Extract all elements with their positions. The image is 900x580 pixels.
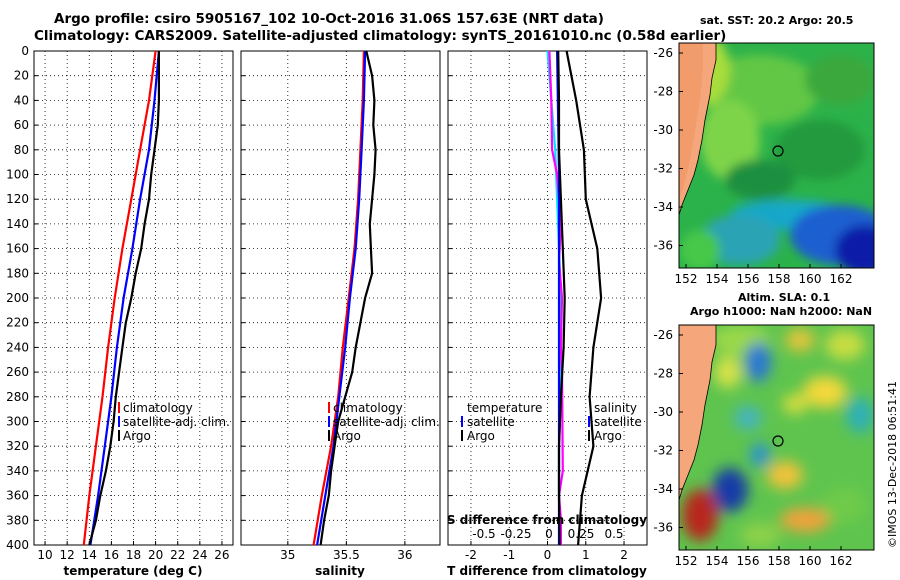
legend-argo: Argo <box>123 429 151 443</box>
legend-salinity-heading: salinity <box>594 401 637 415</box>
difference-grid <box>448 50 647 546</box>
legend-satellite: satellite-adj. clim. <box>123 415 230 429</box>
s-diff-tick-label: 0 <box>545 527 553 541</box>
x-tick-label: 22 <box>170 548 185 562</box>
y-tick-label: 0 <box>21 44 29 58</box>
x-tick-label: 12 <box>60 548 75 562</box>
legend-climatology: climatology <box>123 401 193 415</box>
temperature-plot-frame <box>33 50 234 546</box>
legend-t-satellite: satellite <box>467 415 515 429</box>
title-line-2: Climatology: CARS2009. Satellite-adjuste… <box>34 28 727 44</box>
series-climatology <box>82 51 157 545</box>
series-argo <box>319 51 377 545</box>
salinity-legend: climatology satellite-adj. clim. Argo <box>328 401 440 443</box>
x-tick-label: 20 <box>148 548 163 562</box>
series-satellite-adj-clim- <box>316 51 367 545</box>
s-diff-tick-label: -0.5 <box>472 527 495 541</box>
salinity-axis-ticks: 35 35.5 36 <box>280 541 413 562</box>
s-diff-tick-label: -0.25 <box>500 527 531 541</box>
x-tick-label: 16 <box>104 548 119 562</box>
temperature-series <box>82 51 160 545</box>
y-tick-label: 220 <box>6 316 29 330</box>
series-s-argo <box>557 51 566 545</box>
sst-map-title: sat. SST: 20.2 Argo: 20.5 <box>700 14 854 27</box>
x-tick-label: 36 <box>397 548 412 562</box>
difference-series <box>546 51 603 545</box>
salinity-plot-frame <box>240 50 441 546</box>
series-climatology <box>312 51 365 545</box>
series-argo <box>88 51 160 545</box>
x-tick-label: -1 <box>503 548 515 562</box>
depth-axis-ticks: 0 20 40 60 80 100 120 140 160 180 200 220 240 260 280 3… <box>6 44 452 552</box>
difference-plot-frame <box>447 50 648 546</box>
y-tick-label: 120 <box>6 192 29 206</box>
y-tick-label: 180 <box>6 266 29 280</box>
s-difference-axis-ticks: -0.5 -0.25 0 0.25 0.5 <box>472 527 623 541</box>
temperature-grid <box>34 50 233 546</box>
legend-temperature-heading: temperature <box>467 401 542 415</box>
y-tick-label: 320 <box>6 439 29 453</box>
x-tick-label: 10 <box>37 548 52 562</box>
y-tick-label: 360 <box>6 489 29 503</box>
y-tick-label: 60 <box>14 118 29 132</box>
x-tick-label: 0 <box>544 548 552 562</box>
credit-text: ©IMOS 13-Dec-2018 06:51:41 <box>886 381 899 548</box>
y-tick-label: 200 <box>6 291 29 305</box>
x-tick-label: 1 <box>582 548 590 562</box>
legend-s-argo: Argo <box>594 429 622 443</box>
y-tick-label: 260 <box>6 365 29 379</box>
x-tick-label: 35 <box>280 548 295 562</box>
y-tick-label: 340 <box>6 464 29 478</box>
s-difference-xlabel: S difference from climatology <box>447 513 647 527</box>
y-tick-label: 400 <box>6 538 29 552</box>
legend-satellite: satellite-adj. clim. <box>333 415 440 429</box>
t-difference-xlabel: T difference from climatology <box>447 564 647 578</box>
s-diff-tick-label: 0.5 <box>604 527 623 541</box>
y-tick-label: 20 <box>14 69 29 83</box>
legend-argo: Argo <box>333 429 361 443</box>
title-line-1: Argo profile: csiro 5905167_102 10-Oct-2… <box>54 11 604 27</box>
series-t-argo <box>565 51 603 545</box>
s-diff-tick-label: 0.25 <box>568 527 595 541</box>
sla-map-title-line1: Altim. SLA: 0.1 <box>738 291 831 304</box>
t-difference-axis-ticks: -2 -1 0 1 2 <box>465 541 628 562</box>
x-tick-label: 35.5 <box>333 548 360 562</box>
series-satellite-adj-clim- <box>89 51 160 545</box>
x-tick-label: -2 <box>465 548 477 562</box>
legend-s-satellite: satellite <box>594 415 642 429</box>
x-tick-label: 26 <box>214 548 229 562</box>
difference-legend: temperature satellite Argo salinity sate… <box>461 401 642 443</box>
y-tick-label: 80 <box>14 143 29 157</box>
temperature-axis-ticks: 10 12 14 16 18 20 22 24 26 <box>37 541 230 562</box>
y-tick-label: 240 <box>6 340 29 354</box>
x-tick-label: 14 <box>82 548 97 562</box>
salinity-series <box>312 51 377 545</box>
y-tick-label: 280 <box>6 390 29 404</box>
x-tick-label: 24 <box>192 548 207 562</box>
legend-climatology: climatology <box>333 401 403 415</box>
y-tick-label: 40 <box>14 93 29 107</box>
legend-t-argo: Argo <box>467 429 495 443</box>
y-tick-label: 140 <box>6 217 29 231</box>
x-tick-label: 2 <box>620 548 628 562</box>
salinity-grid <box>241 50 440 546</box>
sla-map-title-line2: Argo h1000: NaN h2000: NaN <box>690 305 873 318</box>
salinity-xlabel: salinity <box>315 564 365 578</box>
temperature-xlabel: temperature (deg C) <box>64 564 203 578</box>
x-tick-label: 18 <box>126 548 141 562</box>
y-tick-label: 380 <box>6 513 29 527</box>
temperature-legend: climatology satellite-adj. clim. Argo <box>118 401 230 443</box>
y-tick-label: 300 <box>6 415 29 429</box>
y-tick-label: 100 <box>6 168 29 182</box>
y-tick-label: 160 <box>6 242 29 256</box>
